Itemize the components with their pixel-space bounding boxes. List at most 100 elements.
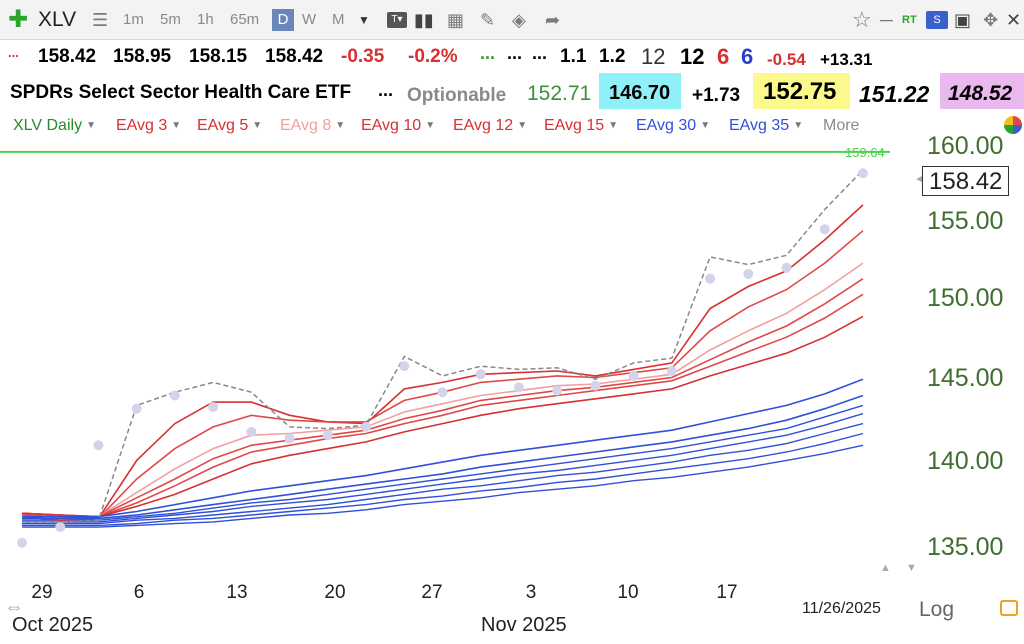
scroll-down-icon[interactable]: ▼ bbox=[906, 562, 917, 574]
series-line-eavg-15 bbox=[21, 315, 864, 518]
price-dot bbox=[590, 380, 601, 391]
price-dot bbox=[322, 430, 333, 441]
last-price-box: 158.42 bbox=[922, 166, 1010, 196]
log-toggle[interactable]: Log bbox=[919, 598, 955, 621]
date-label: 11/26/2025 bbox=[802, 600, 881, 617]
legend-eavg-30[interactable]: EAvg 30 ▼ bbox=[636, 113, 710, 139]
value-1-2: 1.2 bbox=[599, 46, 626, 67]
add-symbol-icon[interactable]: ✚ bbox=[8, 6, 29, 33]
chevron-down-icon: ▼ bbox=[86, 120, 96, 131]
legend-eavg-8[interactable]: EAvg 8 ▼ bbox=[280, 113, 345, 139]
lock-icon[interactable] bbox=[1000, 600, 1018, 616]
month-label-nov: Nov 2025 bbox=[481, 614, 567, 636]
price-dot bbox=[475, 369, 486, 380]
share-arrow-icon[interactable]: ➦ bbox=[545, 10, 561, 30]
list-icon[interactable]: ☰ bbox=[92, 10, 109, 30]
period-d-active[interactable]: D bbox=[272, 9, 294, 31]
pencil-icon[interactable]: ✎ bbox=[480, 10, 496, 30]
y-tick-label: 135.00 bbox=[927, 533, 1004, 561]
x-tick-label: 20 bbox=[324, 582, 346, 603]
value-6-blue: 6 bbox=[741, 44, 754, 69]
legend-eavg-5[interactable]: EAvg 5 ▼ bbox=[197, 113, 262, 139]
security-name: SPDRs Select Sector Health Care ETF bbox=[10, 82, 352, 103]
price-dot bbox=[284, 433, 295, 444]
series-line-eavg-12 bbox=[21, 293, 864, 518]
scroll-arrows-icon[interactable]: ⇔ bbox=[4, 596, 24, 618]
close-icon[interactable]: ✕ bbox=[1006, 10, 1022, 30]
legend-eavg-35[interactable]: EAvg 35 ▼ bbox=[729, 113, 803, 139]
text-tool-icon[interactable]: T▾ bbox=[387, 12, 407, 28]
rt-badge[interactable]: RT bbox=[902, 14, 917, 26]
tag-icon[interactable]: ◈ bbox=[512, 10, 526, 30]
price-dot bbox=[246, 426, 257, 437]
settings-wheel-icon[interactable] bbox=[1004, 116, 1022, 134]
month-label-oct: Oct 2025 bbox=[12, 614, 94, 636]
close-value: 158.42 bbox=[265, 46, 324, 67]
y-tick-label: 140.00 bbox=[927, 447, 1004, 476]
series-line-eavg-30 bbox=[22, 378, 864, 518]
last-price-arrow-icon: ◀ bbox=[916, 173, 925, 185]
period-65m[interactable]: 65m bbox=[230, 11, 260, 28]
x-tick-label: 29 bbox=[31, 582, 53, 603]
legend-label: EAvg 10 bbox=[361, 117, 422, 134]
value-12-b: 12 bbox=[680, 44, 705, 69]
price-dot bbox=[17, 537, 27, 548]
price-chart[interactable] bbox=[0, 142, 1024, 644]
dropdown-icon[interactable]: ▼ bbox=[358, 13, 370, 27]
move-icon[interactable]: ✥ bbox=[983, 10, 999, 30]
eavg-blue-line bbox=[22, 404, 864, 521]
name-dots: ... bbox=[378, 80, 394, 100]
s-badge[interactable]: S bbox=[926, 11, 948, 29]
period-w[interactable]: W bbox=[302, 11, 317, 28]
star-icon[interactable]: ☆ bbox=[852, 7, 872, 32]
legend-label: XLV Daily bbox=[13, 117, 83, 134]
price-dot bbox=[666, 366, 677, 377]
dots-a: ... bbox=[507, 43, 523, 63]
save-icon[interactable]: ▣ bbox=[954, 10, 972, 30]
period-m[interactable]: M bbox=[332, 11, 345, 28]
chevron-down-icon: ▼ bbox=[700, 120, 711, 131]
price-dot bbox=[437, 387, 448, 398]
value-6-red: 6 bbox=[717, 44, 730, 69]
price-dot bbox=[399, 361, 410, 372]
price-dot bbox=[552, 385, 563, 396]
legend-label: EAvg 12 bbox=[453, 117, 514, 134]
change-value: -0.35 bbox=[341, 46, 385, 67]
period-1m[interactable]: 1m bbox=[123, 11, 144, 28]
close-dashed-line bbox=[22, 169, 864, 523]
symbol-label[interactable]: XLV bbox=[38, 8, 77, 31]
dots-green: ... bbox=[480, 43, 496, 63]
toolbar: ✚ XLV ☰ 1m 5m 1h 65m D W M ▼ T▾ ▮▮ ▦ ✎ ◈… bbox=[0, 0, 1024, 40]
green-line-label: 159.64 bbox=[845, 145, 885, 160]
period-5m[interactable]: 5m bbox=[160, 11, 181, 28]
x-tick-label: 27 bbox=[421, 582, 443, 603]
legend-label: EAvg 5 bbox=[197, 117, 249, 134]
series-line-eavg-5 bbox=[21, 230, 864, 520]
eavg-blue-line bbox=[22, 432, 864, 527]
scroll-up-icon[interactable]: ▲ bbox=[880, 562, 891, 574]
value-146-70: 146.70 bbox=[599, 73, 681, 109]
chevron-down-icon: ▼ bbox=[517, 120, 528, 131]
minus-icon[interactable]: ─ bbox=[880, 10, 893, 30]
calculator-icon[interactable]: ▦ bbox=[447, 10, 465, 30]
legend-more[interactable]: More bbox=[823, 117, 860, 134]
chevron-down-icon: ▼ bbox=[335, 120, 346, 131]
legend-eavg-12[interactable]: EAvg 12 ▼ bbox=[453, 113, 527, 139]
chevron-down-icon: ▼ bbox=[252, 120, 263, 131]
bar-chart-icon[interactable]: ▮▮ bbox=[414, 10, 434, 30]
y-tick-label: 155.00 bbox=[927, 206, 1004, 235]
price-dot bbox=[628, 370, 639, 381]
legend-label: EAvg 8 bbox=[280, 117, 332, 134]
price-dot bbox=[169, 390, 180, 401]
y-tick-label: 150.00 bbox=[927, 284, 1004, 313]
period-1h[interactable]: 1h bbox=[197, 11, 214, 28]
legend-eavg-10[interactable]: EAvg 10 ▼ bbox=[361, 113, 435, 139]
low-value: 158.15 bbox=[189, 46, 248, 67]
y-tick-label: 160.00 bbox=[927, 131, 1004, 160]
legend-eavg-3[interactable]: EAvg 3 ▼ bbox=[116, 113, 181, 139]
series-line-eavg-10 bbox=[21, 278, 864, 518]
value-pos: +13.31 bbox=[820, 50, 873, 69]
legend-xlv-daily[interactable]: XLV Daily ▼ bbox=[13, 113, 96, 139]
legend-eavg-15[interactable]: EAvg 15 ▼ bbox=[544, 113, 618, 139]
dots-red: ... bbox=[8, 45, 19, 60]
